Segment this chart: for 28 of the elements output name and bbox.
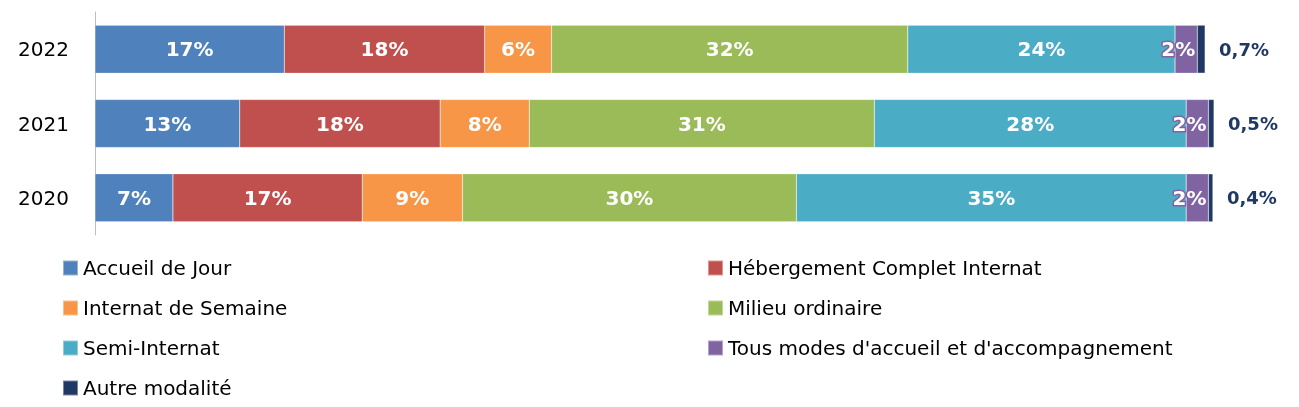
data-label: 18% [316,111,364,136]
data-label: 8% [467,111,502,136]
data-label: 17% [243,185,292,210]
legend-label: Milieu ordinaire [728,296,883,320]
y-tick-label: 2022 [18,37,69,62]
data-label: 0,7% [1219,38,1270,60]
data-label: 30% [605,185,654,210]
legend-label: Accueil de Jour [83,256,232,280]
legend-label: Autre modalité [83,376,232,400]
data-label: 13% [143,111,192,136]
data-label: 7% [116,185,151,210]
data-label: 6% [501,37,536,62]
data-label: 24% [1017,37,1066,62]
data-label: 9% [395,185,430,210]
legend-label: Tous modes d'accueil et d'accompagnement [727,336,1173,360]
data-label: 28% [1006,111,1055,136]
legend-label: Semi-Internat [83,336,220,360]
data-label: 35% [967,185,1016,210]
y-tick-label: 2020 [18,185,69,210]
data-label: 31% [677,111,726,136]
data-label: 0,5% [1228,113,1278,134]
legend-label: Internat de Semaine [83,296,288,320]
data-label: 0,4% [1226,187,1277,209]
y-tick-label: 2021 [18,111,69,136]
data-label: 32% [705,37,754,62]
legend-label: Hébergement Complet Internat [728,256,1042,280]
data-label: 17% [165,37,214,62]
data-label: 18% [360,37,409,62]
